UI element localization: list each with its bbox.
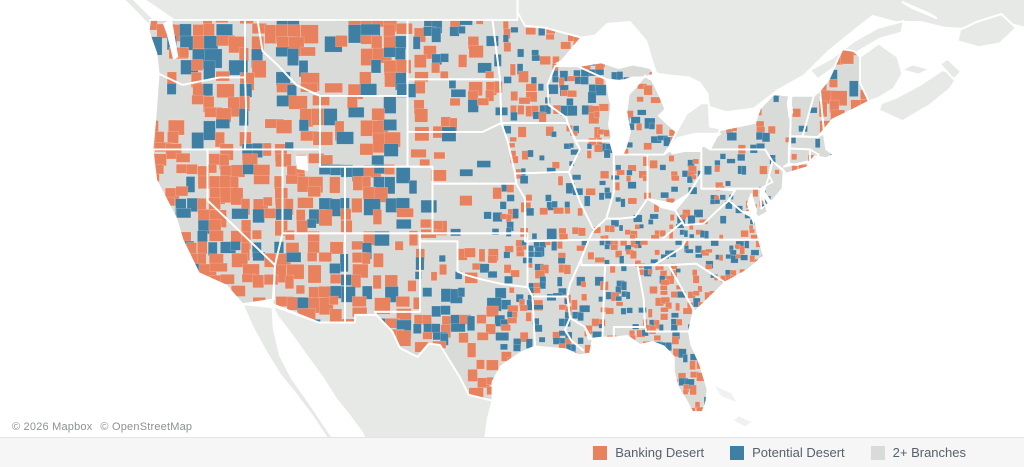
- mapbox-attribution-link[interactable]: © 2026 Mapbox: [12, 421, 93, 433]
- state-borders: [147, 11, 870, 413]
- legend-label-two-plus-branches: 2+ Branches: [892, 445, 966, 460]
- legend-item-two-plus-branches[interactable]: 2+ Branches: [870, 445, 966, 460]
- legend-label-potential-desert: Potential Desert: [752, 445, 845, 460]
- us-county-choropleth-map[interactable]: [0, 0, 1024, 437]
- potential-desert-swatch-icon: [730, 445, 745, 460]
- bahama-banks: [715, 386, 752, 427]
- mississippi-river: [563, 296, 585, 352]
- legend-item-potential-desert[interactable]: Potential Desert: [730, 445, 845, 460]
- canada-landmass: [122, 0, 1024, 149]
- map-canvas[interactable]: [0, 0, 1024, 437]
- legend-label-banking-desert: Banking Desert: [615, 445, 705, 460]
- osm-attribution-link[interactable]: © OpenStreetMap: [100, 421, 193, 433]
- legend-item-banking-desert[interactable]: Banking Desert: [593, 445, 704, 460]
- map-attribution: © 2026 Mapbox © OpenStreetMap: [8, 420, 205, 434]
- two-plus-branches-swatch-icon: [870, 445, 885, 460]
- great-lakes: [163, 19, 794, 225]
- legend-bar: Banking Desert Potential Desert 2+ Branc…: [0, 437, 1024, 467]
- banking-desert-swatch-icon: [593, 445, 608, 460]
